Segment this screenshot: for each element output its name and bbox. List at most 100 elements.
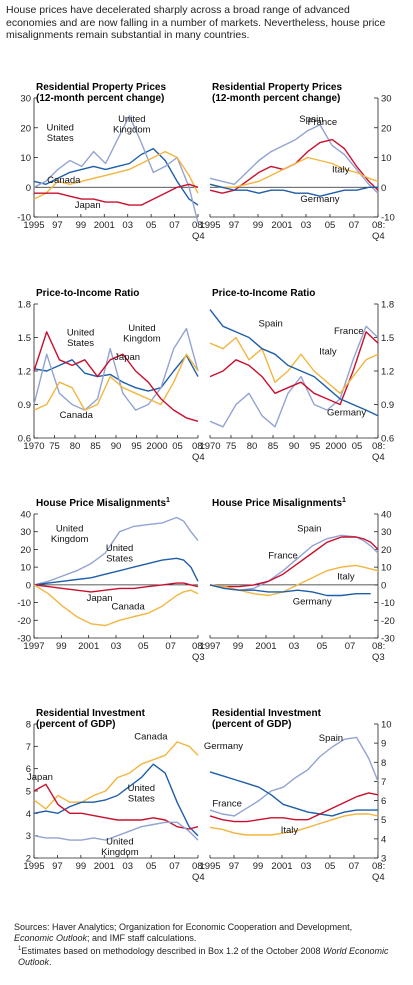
y-tick-label: 1.8 <box>18 300 31 311</box>
y-tick-label: -20 <box>17 616 31 627</box>
chart-title: House Price Misalignments1 <box>212 497 346 509</box>
y-tick-label: 2 <box>26 854 31 865</box>
y-tick-label: 1.8 <box>381 300 394 311</box>
series-line-japan <box>33 331 199 422</box>
chart-subtitle: (percent of GDP) <box>36 719 115 730</box>
series-label-italy: Italy <box>332 164 350 175</box>
chart-us-uk-pti: Price-to-Income Ratio 1.8 1.5 1.2 0.9 0.6 1970… <box>6 286 205 466</box>
series-label-united-kingdom: United Kingdom <box>113 114 151 136</box>
series-line-united-kingdom <box>33 115 199 224</box>
x-tick-label: 95 <box>310 441 321 452</box>
x-tick-label: 99 <box>76 220 87 231</box>
x-tick-label: 85 <box>268 441 279 452</box>
y-tick-label: 10 <box>20 563 31 574</box>
x-tick-label: 08: <box>192 441 205 452</box>
chart-svg: Residential Property Prices(12-month per… <box>17 82 205 242</box>
y-tick-label: 0 <box>381 183 386 194</box>
y-tick-label: -30 <box>381 634 395 645</box>
x-tick-note: Q4 <box>192 231 205 242</box>
series-label-japan: Japan <box>114 352 140 363</box>
chart-subtitle: (12-month percent change) <box>212 93 340 104</box>
x-tick-label: 07 <box>345 641 356 652</box>
chart-svg: Price-to-Income Ratio1.81.51.20.90.61970… <box>18 288 205 463</box>
chart-title: Residential Investment <box>212 708 322 719</box>
series-label-spain: Spain <box>319 733 343 744</box>
series-line-spain <box>209 736 379 817</box>
x-tick-label: 99 <box>253 861 264 872</box>
x-tick-label: 90 <box>111 441 122 452</box>
y-tick-label: 5 <box>381 815 386 826</box>
y-tick-label: 1.5 <box>18 333 31 344</box>
series-label-france: France <box>212 798 242 809</box>
series-line-japan <box>33 783 199 830</box>
x-tick-note: Q4 <box>372 231 385 242</box>
x-tick-label: 1997 <box>23 641 44 652</box>
y-tick-label: 8 <box>381 758 386 769</box>
series-line-canada <box>33 741 199 810</box>
y-tick-label: 30 <box>20 527 31 538</box>
chart-svg: Residential Investment(percent of GDP) 10… <box>199 708 392 883</box>
x-tick-note: Q4 <box>372 872 385 883</box>
x-tick-label: 05 <box>352 441 363 452</box>
series-line-spain <box>209 124 379 194</box>
y-tick-label: -30 <box>17 634 31 645</box>
chart-svg: Price-to-Income Ratio1.81.51.20.90.61970… <box>199 288 394 463</box>
x-tick-label: 97 <box>52 861 63 872</box>
series-label-united-states: United States <box>47 123 74 145</box>
y-tick-label: 10 <box>381 720 392 731</box>
x-tick-label: 05 <box>325 220 336 231</box>
series-label-france: France <box>334 326 364 337</box>
y-tick-label: 3 <box>381 854 386 865</box>
y-tick-label: -20 <box>381 616 395 627</box>
series-label-canada: Canada <box>60 410 94 421</box>
series-label-united-states: United States <box>128 783 155 805</box>
x-tick-note: Q4 <box>192 452 205 463</box>
y-tick-label: 10 <box>381 153 392 164</box>
x-tick-label: 97 <box>52 220 63 231</box>
y-tick-label: 7 <box>26 742 31 753</box>
series-label-united-kingdom: United Kingdom <box>51 524 89 546</box>
x-tick-label: 2000 <box>325 441 346 452</box>
y-tick-label: 0.9 <box>18 400 31 411</box>
y-tick-label: 8 <box>26 720 31 731</box>
chart-eu-pti: Price-to-Income Ratio 1.8 1.5 1.2 0.9 0.6 1970… <box>199 286 406 466</box>
chart-svg: Residential Property Prices(12-month per… <box>199 82 395 242</box>
series-line-italy <box>209 156 379 189</box>
chart-us-uk-misalign: House Price Misalignments1 40 30 20 10 0 -10 -2… <box>6 496 205 666</box>
y-tick-label: 0 <box>26 580 31 591</box>
y-tick-label: 30 <box>381 527 392 538</box>
x-tick-label: 97 <box>229 220 240 231</box>
x-tick-note: Q3 <box>372 652 385 663</box>
chart-svg: House Price Misalignments1 40 30 20 10 0 -10 -2… <box>199 497 395 663</box>
series-line-france <box>209 792 379 823</box>
x-tick-label: 05 <box>146 861 157 872</box>
x-tick-label: 2001 <box>94 861 115 872</box>
y-tick-label: 9 <box>381 739 386 750</box>
series-line-united-kingdom <box>33 327 199 411</box>
series-line-france <box>209 331 379 406</box>
series-line-united-states <box>33 763 199 837</box>
x-tick-label: 03 <box>301 220 312 231</box>
x-tick-label: 1995 <box>199 220 220 231</box>
y-tick-label: 40 <box>381 510 392 521</box>
chart-eu-misalign: House Price Misalignments1 40 30 20 10 0 -10 -2… <box>199 496 406 666</box>
x-tick-label: 05 <box>138 641 149 652</box>
x-tick-label: 2000 <box>146 441 167 452</box>
x-tick-label: 07 <box>169 861 180 872</box>
y-tick-label: 7 <box>381 777 386 788</box>
x-tick-label: 99 <box>253 220 264 231</box>
y-tick-label: 10 <box>381 563 392 574</box>
series-label-japan: Japan <box>27 772 53 783</box>
y-tick-label: 3 <box>26 831 31 842</box>
x-tick-label: 80 <box>70 441 81 452</box>
chart-us-uk-investment: Residential Investment (percent of GDP) 8 7… <box>6 706 205 886</box>
y-tick-label: 30 <box>381 94 392 105</box>
x-tick-label: 99 <box>56 641 67 652</box>
x-tick-label: 99 <box>233 641 244 652</box>
series-line-united-kingdom <box>33 516 199 586</box>
x-tick-label: 05 <box>146 220 157 231</box>
y-tick-label: -10 <box>381 213 395 224</box>
series-label-canada: Canada <box>134 732 168 743</box>
series-label-japan: Japan <box>87 593 113 604</box>
x-tick-label: 08: <box>372 220 385 231</box>
